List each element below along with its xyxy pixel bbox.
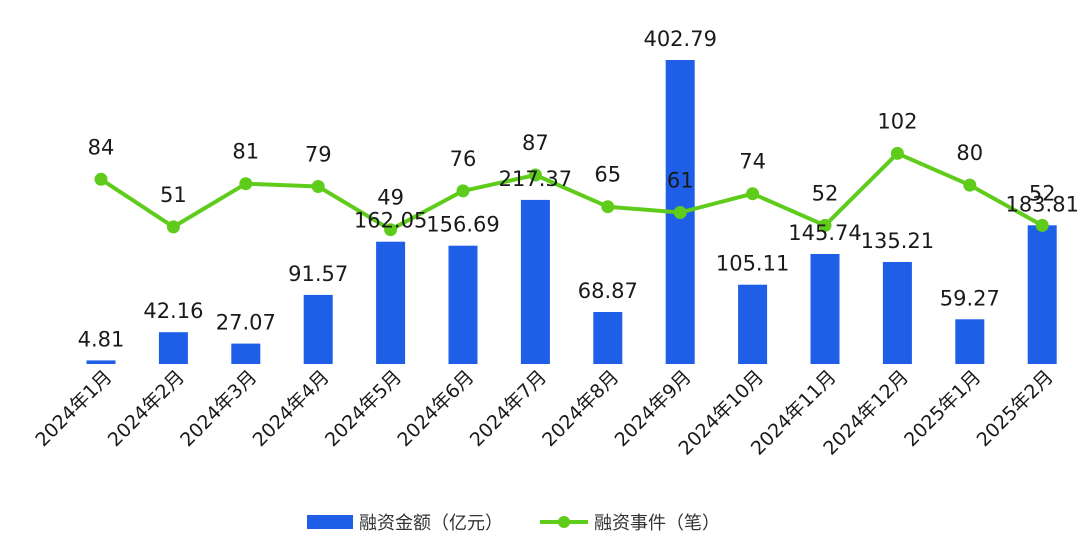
line-value-label: 51 [160,183,187,207]
category-label: 2024年8月 [538,366,623,451]
bar-11[interactable] [810,254,840,364]
bar-value-label: 27.07 [216,311,276,335]
line-value-label: 79 [305,143,332,167]
line-value-label: 84 [88,135,115,159]
bar-10[interactable] [738,284,768,364]
line-value-label: 74 [739,150,766,174]
category-label: 2024年1月 [31,366,116,451]
line-value-label: 80 [956,141,983,165]
bar-12[interactable] [882,262,912,364]
line-value-label: 65 [594,163,621,187]
line-value-label: 76 [450,147,477,171]
category-label: 2024年2月 [104,366,189,451]
line-point-9[interactable] [673,206,687,219]
bar-1[interactable] [86,360,116,364]
bar-7[interactable] [520,199,550,364]
line-point-2[interactable] [166,220,180,234]
line-value-label: 102 [877,109,917,133]
category-axis-labels: 2024年1月2024年2月2024年3月2024年4月2024年5月2024年… [31,366,1057,460]
line-point-6[interactable] [456,184,470,198]
line-point-8[interactable] [601,200,615,214]
bar-13[interactable] [955,319,985,364]
bar-value-label: 59.27 [940,286,1000,310]
bar-2[interactable] [158,332,188,364]
category-label: 2025年2月 [973,366,1058,451]
legend-item-bar[interactable]: 融资金额（亿元） [307,513,503,534]
line-point-7[interactable] [528,168,542,182]
bar-14[interactable] [1027,225,1057,364]
line-path [99,151,1044,232]
line-value-label: 52 [1029,181,1056,205]
bar-4[interactable] [303,294,333,364]
bar-value-label: 105.11 [716,252,789,276]
line-value-label: 49 [377,186,404,210]
bar-value-label: 135.21 [861,229,934,253]
bar-3[interactable] [231,343,261,364]
category-label: 2024年3月 [176,366,261,451]
bar-8[interactable] [593,312,623,364]
bar-value-label: 156.69 [426,213,499,237]
category-label: 2024年4月 [249,366,334,451]
line-point-1[interactable] [94,172,108,186]
line-value-label: 61 [667,169,694,193]
bar-value-label: 68.87 [578,279,638,303]
bar-value-label: 145.74 [788,221,861,245]
bar-value-label: 183.81 [1005,192,1078,216]
legend-bar-swatch [307,515,353,529]
line-point-3[interactable] [239,177,253,191]
line-point-12[interactable] [890,146,904,160]
legend-line-label: 融资事件（笔） [594,513,720,534]
bar-value-label: 162.05 [354,209,427,233]
line-point-4[interactable] [311,180,325,193]
line-point-11[interactable] [818,218,832,232]
line-point-13[interactable] [963,178,977,192]
bar-series [86,60,1057,364]
line-point-10[interactable] [746,187,760,201]
bar-5[interactable] [376,241,406,364]
legend-bar-label: 融资金额（亿元） [359,513,503,534]
bar-value-label: 4.81 [78,327,125,351]
legend: 融资金额（亿元） 融资事件（笔） [307,513,720,534]
legend-line-marker [558,516,570,528]
category-label: 2025年1月 [900,366,985,451]
line-point-14[interactable] [1035,218,1049,232]
legend-item-line[interactable]: 融资事件（笔） [540,513,720,534]
bar-6[interactable] [448,245,478,364]
category-label: 2024年6月 [393,366,478,451]
bar-value-label: 217.37 [499,167,572,191]
line-series [94,146,1049,237]
bar-value-label: 91.57 [288,262,348,286]
bar-value-label: 42.16 [143,299,203,323]
line-value-label: 87 [522,131,549,155]
category-label: 2024年5月 [321,366,406,451]
line-value-label: 52 [812,181,839,205]
category-label: 2024年7月 [466,366,551,451]
bar-value-label: 402.79 [643,27,716,51]
line-value-labels: 84 51 81 79 49 76 87 65 61 74 52 102 80 52 [88,109,1056,209]
line-point-5[interactable] [384,223,398,237]
line-value-label: 81 [232,140,259,164]
